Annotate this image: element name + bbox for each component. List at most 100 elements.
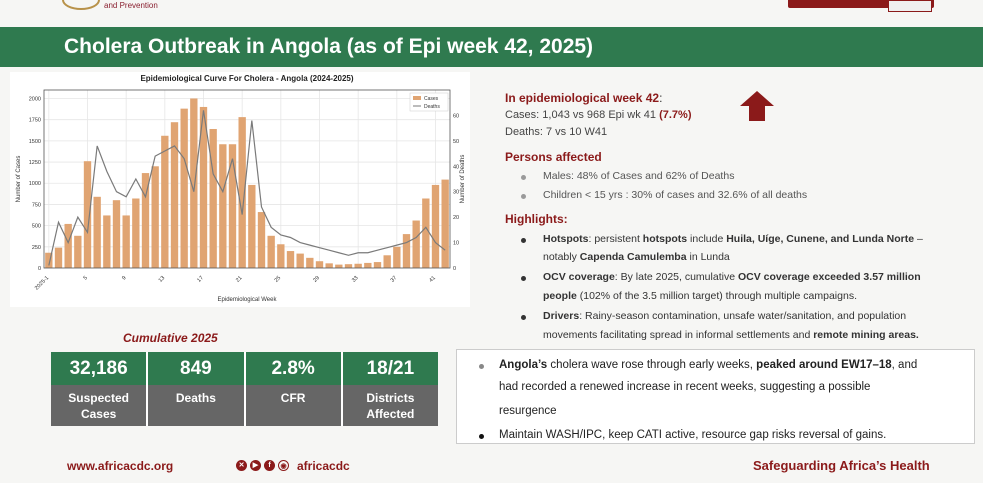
drivers-line-1: Drivers: Rainy-season contamination, uns… bbox=[543, 310, 907, 322]
bullet-icon bbox=[521, 194, 526, 199]
hotspots-line-1: Hotspots: persistent hotspots include Hu… bbox=[543, 233, 923, 245]
stat-label: Deaths bbox=[148, 385, 244, 426]
org-subtitle: and Prevention bbox=[104, 1, 158, 10]
summary-line-2: had recorded a renewed increase in recen… bbox=[499, 381, 871, 393]
bar-cases bbox=[74, 235, 82, 268]
x-tick-label: 13 bbox=[158, 275, 167, 284]
y2-tick-label: 30 bbox=[453, 190, 459, 196]
instagram-icon[interactable]: ◉ bbox=[278, 460, 289, 471]
summary-line-4: Maintain WASH/IPC, keep CATI active, res… bbox=[499, 429, 887, 441]
stat-value: 849 bbox=[148, 352, 244, 385]
bar-cases bbox=[412, 220, 420, 268]
bar-cases bbox=[393, 246, 401, 268]
legend-label-deaths: Deaths bbox=[424, 104, 440, 110]
bar-cases bbox=[219, 144, 227, 268]
stat-deaths: 849 Deaths bbox=[148, 352, 246, 426]
x-tick-label: 21 bbox=[235, 275, 244, 284]
summary-box: Angola’s cholera wave rose through early… bbox=[456, 349, 975, 444]
x-tick-label: 9 bbox=[121, 275, 127, 281]
bar-cases bbox=[190, 98, 198, 268]
y-tick-label: 250 bbox=[32, 245, 41, 251]
plot-frame bbox=[43, 89, 451, 269]
bar-cases bbox=[141, 173, 150, 268]
footer-social-handle[interactable]: africacdc bbox=[297, 459, 350, 473]
bar-cases bbox=[267, 235, 275, 268]
y-tick-label: 500 bbox=[32, 224, 41, 230]
top-bar: and Prevention bbox=[0, 0, 983, 22]
x-tick-label: 5 bbox=[83, 275, 89, 281]
bar-cases bbox=[335, 264, 343, 268]
bullet-icon bbox=[521, 315, 526, 320]
persons-males: Males: 48% of Cases and 62% of Deaths bbox=[543, 170, 735, 182]
persons-children: Children < 15 yrs : 30% of cases and 32.… bbox=[543, 189, 808, 201]
bar-cases bbox=[344, 264, 353, 268]
bar-cases bbox=[306, 257, 314, 268]
x-icon[interactable]: ✕ bbox=[236, 460, 247, 471]
x-tick-label: 33 bbox=[351, 275, 360, 284]
bullet-icon bbox=[521, 175, 526, 180]
bar-cases bbox=[422, 198, 430, 268]
x-axis-label: Epidemiological Week bbox=[218, 297, 278, 303]
summary-line-1: Angola’s cholera wave rose through early… bbox=[499, 359, 918, 371]
footer: www.africacdc.org ✕ ▶ f ◉ africacdc Safe… bbox=[0, 450, 983, 483]
y2-tick-label: 50 bbox=[453, 139, 459, 145]
bar-cases bbox=[373, 262, 382, 268]
y-tick-label: 1250 bbox=[29, 160, 41, 166]
highlights-heading: Highlights: bbox=[505, 212, 568, 226]
y-tick-label: 1500 bbox=[29, 139, 41, 145]
slide-title: Cholera Outbreak in Angola (as of Epi we… bbox=[64, 35, 594, 58]
bar-cases bbox=[54, 247, 63, 268]
bar-cases bbox=[354, 263, 362, 268]
chart-title: Epidemiological Curve For Cholera - Ango… bbox=[140, 74, 353, 83]
deaths-comparison: Deaths: 7 vs 10 W41 bbox=[505, 126, 608, 138]
bullet-icon bbox=[479, 434, 484, 439]
youtube-icon[interactable]: ▶ bbox=[250, 460, 261, 471]
y2-tick-label: 60 bbox=[453, 113, 459, 119]
facebook-icon[interactable]: f bbox=[264, 460, 275, 471]
epi-curve-svg: Epidemiological Curve For Cholera - Ango… bbox=[16, 74, 466, 303]
bar-cases bbox=[103, 215, 111, 268]
bar-cases bbox=[132, 198, 140, 268]
cases-comparison: Cases: 1,043 vs 968 Epi wk 41 bbox=[505, 109, 657, 121]
ocv-line-2: people (102% of the 3.5 million target) … bbox=[543, 290, 857, 302]
bar-cases bbox=[402, 234, 411, 268]
stat-districts-affected: 18/21 Districts Affected bbox=[342, 352, 438, 426]
stat-label: Districts Affected bbox=[342, 385, 438, 426]
bar-cases bbox=[441, 179, 449, 268]
hotspots-line-2: notably Capenda Camulemba in Lunda bbox=[543, 251, 730, 263]
ocv-line-1: OCV coverage: By late 2025, cumulative O… bbox=[543, 271, 921, 283]
cumulative-title: Cumulative 2025 bbox=[123, 331, 218, 345]
y-tick-label: 1000 bbox=[29, 181, 41, 187]
top-red-bar bbox=[788, 0, 934, 8]
footer-website-link[interactable]: www.africacdc.org bbox=[67, 459, 174, 473]
stat-label: CFR bbox=[245, 385, 341, 426]
stat-suspected-cases: 32,186 Suspected Cases bbox=[51, 352, 149, 426]
y2-tick-label: 10 bbox=[453, 241, 459, 247]
bar-cases bbox=[64, 223, 72, 268]
bar-cases bbox=[45, 252, 53, 268]
y-axis-label: Number of Cases bbox=[16, 156, 22, 203]
line-deaths bbox=[48, 110, 446, 266]
y2-tick-label: 40 bbox=[453, 164, 459, 170]
bar-cases bbox=[199, 106, 208, 268]
cases-percent-change: (7.7%) bbox=[659, 109, 692, 121]
bar-cases bbox=[122, 215, 130, 268]
bar-cases bbox=[93, 196, 101, 268]
bar-cases bbox=[296, 253, 304, 268]
x-tick-label: 29 bbox=[312, 275, 321, 284]
y2-tick-label: 20 bbox=[453, 215, 459, 221]
stat-value: 18/21 bbox=[342, 352, 438, 385]
bar-cases bbox=[151, 166, 159, 268]
bar-cases bbox=[161, 135, 169, 268]
legend-swatch-cases bbox=[413, 96, 421, 100]
bar-cases bbox=[248, 184, 256, 268]
africa-cdc-logo-icon bbox=[62, 0, 100, 10]
x-tick-label: 25 bbox=[274, 275, 283, 284]
x-tick-label: 37 bbox=[390, 275, 399, 284]
footer-tagline: Safeguarding Africa’s Health bbox=[753, 458, 930, 473]
trend-up-arrow-icon bbox=[739, 90, 775, 127]
bullet-icon bbox=[479, 364, 484, 369]
y-tick-label: 2000 bbox=[29, 96, 41, 102]
cumulative-stats-table: 32,186 Suspected Cases 849 Deaths 2.8% CF… bbox=[51, 352, 438, 426]
